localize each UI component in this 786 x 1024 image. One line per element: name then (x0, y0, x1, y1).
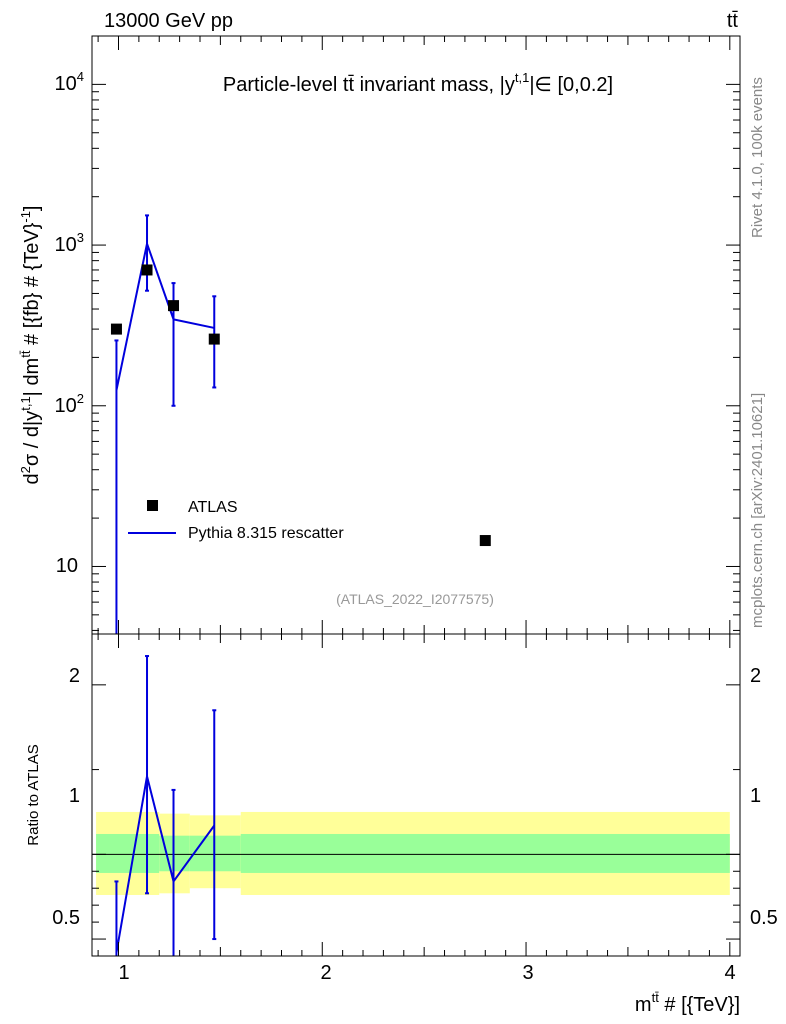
ratio-stat-uncertainty-band (189, 835, 241, 872)
main-y-tick-label-100: 102 (55, 391, 84, 417)
main-frame (91, 35, 741, 635)
x-tick-label-3: 3 (522, 962, 533, 984)
ratio-y-axis-label: Ratio to ATLAS (25, 744, 42, 845)
main-panel: Particle-level tt̄ invariant mass, |yt,1… (18, 35, 741, 635)
ratio-frame (91, 633, 741, 957)
ratio-y-tick-label-right-0.5: 0.5 (750, 907, 778, 929)
ratio-series-line (115, 776, 216, 953)
main-y-tick-label-10: 10 (56, 555, 78, 577)
x-tick-label-2: 2 (320, 962, 331, 984)
legend-atlas-marker (147, 500, 158, 511)
atlas-data-point (479, 535, 491, 547)
ratio-y-tick-label-1: 1 (69, 785, 80, 807)
ratio-stat-uncertainty-band (240, 833, 730, 873)
ratio-y-tick-label-0.5: 0.5 (52, 907, 80, 929)
header-energy-label: 13000 GeV pp (104, 10, 233, 32)
ratio-stat-uncertainty-band (96, 833, 160, 873)
legend: ATLAS Pythia 8.315 rescatter (128, 499, 344, 542)
ratio-y-tick-label-2: 2 (69, 665, 80, 687)
x-axis-label: mtt̄ # [{TeV}] (635, 990, 740, 1016)
atlas-data-point (168, 300, 180, 312)
main-y-axis-label: d2σ / d|yt,1| dmtt̄ # [{fb} # {TeV}-1] (18, 206, 43, 485)
analysis-watermark: (ATLAS_2022_I2077575) (336, 591, 494, 607)
x-tick-label-1: 1 (118, 962, 129, 984)
ratio-y-tick-label-right-2: 2 (750, 665, 761, 687)
atlas-data-point (110, 323, 122, 335)
atlas-data-point (141, 264, 153, 276)
ratio-panel: Ratio to ATLAS 0.5 1 2 0.5 1 2 1 2 3 4 m… (25, 633, 778, 1016)
ratio-y-tick-label-right-1: 1 (750, 785, 761, 807)
x-tick-label-4: 4 (724, 962, 735, 984)
legend-atlas-label: ATLAS (188, 499, 238, 516)
chart-title: Particle-level tt̄ invariant mass, |yt,1… (223, 70, 613, 96)
mcplots-source-label: mcplots.cern.ch [arXiv:2401.10621] (749, 393, 766, 628)
main-y-tick-label-1000: 103 (55, 230, 84, 256)
pythia-series-line (115, 239, 215, 391)
rivet-version-label: Rivet 4.1.0, 100k events (749, 77, 766, 238)
atlas-data-point (208, 333, 220, 345)
legend-pythia-label: Pythia 8.315 rescatter (188, 525, 344, 542)
main-y-tick-label-10000: 104 (55, 69, 84, 95)
header-process-label: tt̄ (727, 10, 739, 32)
